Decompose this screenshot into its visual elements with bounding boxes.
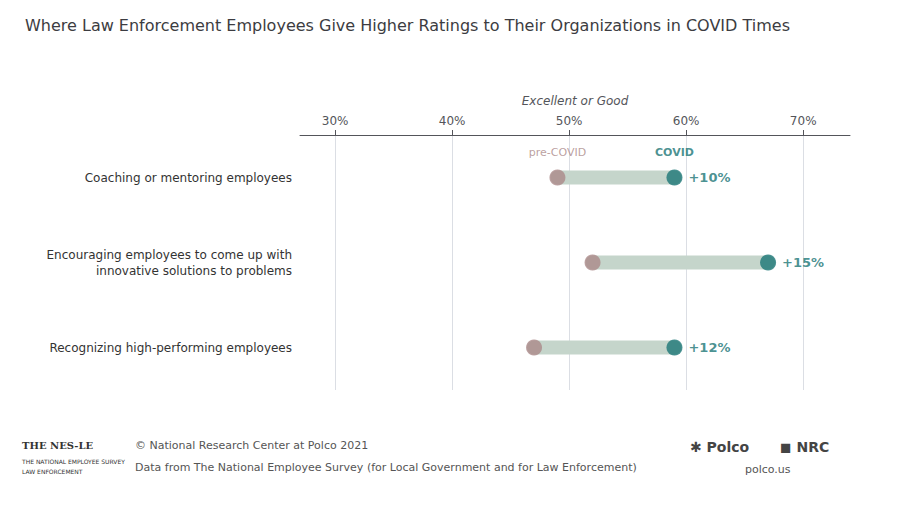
- svg-text:+10%: +10%: [688, 170, 730, 185]
- svg-text:✱ Polco: ✱ Polco: [690, 439, 750, 455]
- svg-text:60%: 60%: [673, 114, 700, 128]
- svg-text:30%: 30%: [322, 114, 349, 128]
- svg-text:Recognizing high-performing em: Recognizing high-performing employees: [49, 341, 292, 355]
- svg-text:THE NATIONAL EMPLOYEE SURVEY: THE NATIONAL EMPLOYEE SURVEY: [21, 458, 125, 465]
- svg-text:LAW ENFORCEMENT: LAW ENFORCEMENT: [22, 468, 83, 475]
- svg-text:Excellent or Good: Excellent or Good: [522, 94, 629, 108]
- svg-text:+12%: +12%: [688, 340, 730, 355]
- svg-text:© National Research Center at: © National Research Center at Polco 2021: [135, 439, 368, 452]
- svg-text:THE NES-LE: THE NES-LE: [22, 440, 94, 451]
- svg-text:innovative solutions to proble: innovative solutions to problems: [96, 264, 292, 278]
- svg-text:COVID: COVID: [655, 146, 694, 159]
- svg-text:Data from The National Employe: Data from The National Employee Survey (…: [135, 461, 637, 474]
- svg-text:polco.us: polco.us: [745, 463, 791, 476]
- svg-text:◼ NRC: ◼ NRC: [780, 439, 829, 455]
- svg-text:Where Law Enforcement Employee: Where Law Enforcement Employees Give Hig…: [25, 16, 790, 35]
- svg-text:70%: 70%: [790, 114, 817, 128]
- svg-text:50%: 50%: [556, 114, 583, 128]
- svg-text:Encouraging employees to come: Encouraging employees to come up with: [47, 248, 293, 262]
- svg-text:40%: 40%: [439, 114, 466, 128]
- svg-text:Coaching or mentoring employee: Coaching or mentoring employees: [85, 171, 292, 185]
- svg-text:+15%: +15%: [782, 255, 824, 270]
- svg-text:pre-COVID: pre-COVID: [529, 146, 586, 159]
